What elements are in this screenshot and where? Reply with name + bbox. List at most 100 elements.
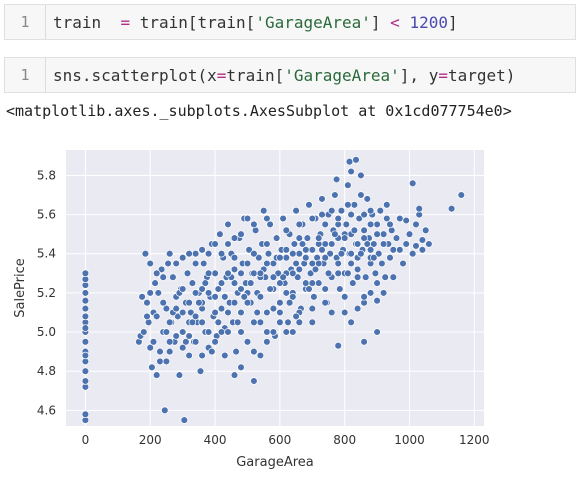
x-tick-label: 200 <box>139 433 162 447</box>
scatter-point <box>185 249 193 258</box>
scatter-point <box>386 220 394 229</box>
scatter-point <box>396 214 404 223</box>
scatter-point <box>224 328 232 336</box>
scatter-point <box>336 285 344 293</box>
scatter-point <box>178 308 187 317</box>
scatter-point <box>237 363 245 372</box>
scatter-point <box>169 273 177 281</box>
scatter-point <box>266 285 274 293</box>
x-tick-labels: 0 200 400 600 800 1000 1200 <box>82 433 490 447</box>
scatter-point <box>250 377 258 385</box>
scatter-point <box>151 279 159 287</box>
scatter-point <box>349 279 357 287</box>
scatter-point <box>269 328 278 336</box>
scatter-point <box>256 293 265 301</box>
scatter-point <box>156 357 164 366</box>
scatter-point <box>243 298 252 307</box>
code-cell-1[interactable]: 1 train = train[train['GarageArea'] < 12… <box>4 4 576 40</box>
scatter-point <box>237 269 245 278</box>
scatter-point <box>224 220 232 229</box>
scatter-point <box>240 293 248 301</box>
y-tick-label: 5.2 <box>37 286 56 300</box>
scatter-point <box>256 318 265 327</box>
scatter-point <box>156 347 164 356</box>
scatter-point <box>141 249 150 258</box>
scatter-point <box>373 220 381 229</box>
scatter-point <box>308 318 317 327</box>
scatter-point <box>211 338 219 346</box>
scatter-point <box>211 240 219 248</box>
scatter-point <box>399 259 407 268</box>
scatter-point <box>326 249 334 258</box>
code-token: < <box>390 12 400 32</box>
scatter-point <box>185 298 193 307</box>
scatter-point <box>143 312 151 321</box>
code-token <box>400 13 410 32</box>
code-cell-2[interactable]: 1 sns.scatterplot(x = train['GarageArea'],… <box>4 57 576 93</box>
cell-code-line[interactable]: train = train[train['GarageArea'] < 1200… <box>53 5 458 39</box>
code-token: train[ <box>226 65 285 85</box>
scatter-point <box>386 253 394 262</box>
y-axis-label: SalePrice <box>13 258 28 318</box>
scatter-point <box>211 269 219 278</box>
scatter-point <box>282 328 291 336</box>
scatter-point <box>293 273 302 281</box>
cell-line-number: 1 <box>5 5 46 39</box>
scatter-point <box>357 249 365 258</box>
scatter-point <box>204 269 213 278</box>
scatter-point <box>331 191 339 199</box>
scatter-point <box>379 230 388 238</box>
scatter-point <box>217 279 226 287</box>
scatter-point <box>263 214 271 223</box>
scatter-point <box>161 406 169 415</box>
scatter-point <box>276 279 284 287</box>
scatter-point <box>353 265 362 274</box>
scatter-point <box>308 259 317 268</box>
scatter-point <box>198 351 206 360</box>
scatter-point <box>191 289 200 297</box>
scatter-point <box>295 318 304 327</box>
scatter-point <box>191 312 200 321</box>
code-token: = <box>120 12 131 32</box>
scatter-point <box>353 304 362 313</box>
scatter-point <box>246 279 255 287</box>
scatter-point <box>162 328 171 336</box>
scatter-point <box>279 214 287 223</box>
scatter-point <box>308 246 317 254</box>
scatter-point <box>263 308 271 317</box>
scatter-point <box>178 253 187 262</box>
scatter-point <box>383 214 391 223</box>
scatter-point <box>282 253 291 262</box>
y-tick-label: 5.8 <box>37 168 56 182</box>
scatter-point <box>279 273 287 281</box>
scatter-point <box>357 171 365 180</box>
scatter-point <box>204 249 213 258</box>
scatter-point <box>148 363 156 372</box>
scatter-point <box>284 318 292 327</box>
scatter-point <box>402 216 410 225</box>
scatter-point <box>340 293 349 301</box>
cell-code-line[interactable]: sns.scatterplot(x = train['GarageArea'], y… <box>53 58 515 92</box>
scatter-point <box>379 240 388 248</box>
scatter-point <box>373 328 381 336</box>
y-tick-label: 5.0 <box>37 325 56 339</box>
scatter-point <box>334 259 342 268</box>
scatter-chart: 0 200 400 600 800 1000 1200 4.6 4.8 5.0 5.2 5.4 5.6… <box>13 150 490 470</box>
scatter-point <box>321 298 329 307</box>
scatter-point <box>373 230 381 238</box>
scatter-point <box>259 206 268 215</box>
scatter-point <box>230 253 239 262</box>
code-token: = <box>216 65 227 85</box>
scatter-point <box>243 338 252 346</box>
scatter-point <box>327 308 336 317</box>
scatter-point <box>352 156 360 164</box>
scatter-point <box>159 273 167 281</box>
scatter-point <box>332 175 341 184</box>
cell-output-text: <matplotlib.axes._subplots.AxesSubplot a… <box>6 102 512 120</box>
scatter-point <box>250 269 258 278</box>
scatter-point <box>366 289 375 297</box>
scatter-point <box>308 214 317 223</box>
scatter-point <box>217 249 226 258</box>
scatter-point <box>412 220 420 229</box>
scatter-point <box>311 265 320 274</box>
